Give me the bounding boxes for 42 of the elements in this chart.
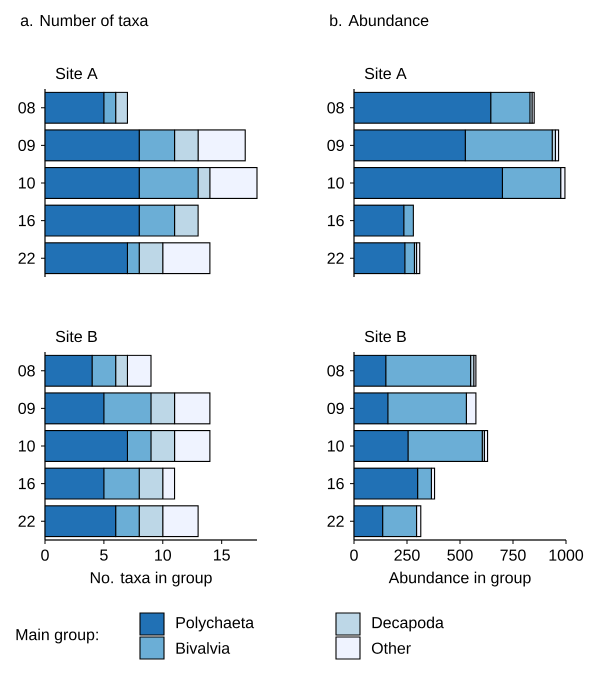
y-tick-label: 16 [328, 478, 344, 490]
chart-title: a. Number of taxa [20, 14, 148, 26]
x-tick-label: 5 [100, 550, 108, 561]
y-tick-label: 16 [328, 214, 344, 226]
legend-label: Decapoda [372, 616, 444, 632]
x-tick-label: 15 [214, 550, 230, 561]
y-tick-label: 10 [328, 177, 344, 189]
y-tick-label: 09 [327, 402, 344, 414]
y-tick-label: 09 [18, 140, 35, 152]
x-axis-title: No. taxa in group [90, 572, 212, 586]
x-tick-label: 0 [350, 550, 358, 561]
x-tick-label: 750 [500, 550, 526, 561]
y-tick-label: 10 [18, 440, 35, 452]
x-tick-label: 250 [394, 550, 420, 561]
y-tick-label: 16 [18, 214, 35, 226]
y-tick-label: 10 [328, 440, 344, 452]
y-tick-label: 08 [18, 365, 35, 376]
y-tick-label: 22 [18, 516, 35, 527]
chart-subtitle: Site A [364, 67, 407, 80]
x-tick-label: 500 [447, 550, 473, 561]
y-tick-label: 08 [327, 102, 344, 114]
chart-title: b. Abundance [330, 14, 428, 26]
legend-title: Main group: [16, 628, 98, 644]
legend-label: Bivalvia [176, 642, 230, 654]
legend-label: Polychaeta [176, 616, 254, 632]
y-tick-label: 16 [18, 478, 35, 490]
legend-label: Other [372, 642, 411, 654]
y-tick-label: 08 [327, 365, 344, 376]
y-tick-label: 09 [18, 402, 35, 414]
y-tick-label: 22 [328, 516, 344, 527]
x-tick-label: 10 [155, 550, 172, 561]
y-tick-label: 09 [327, 140, 344, 152]
x-tick-label: 0 [41, 550, 49, 561]
chart-title: Site B [364, 330, 406, 342]
chart-subtitle: Site A [56, 67, 98, 80]
y-tick-label: 10 [18, 177, 35, 189]
x-axis-title: Abundance in group [388, 572, 531, 586]
y-tick-label: 08 [18, 102, 35, 114]
y-tick-label: 22 [328, 252, 344, 264]
x-tick-label: 1000 [549, 550, 584, 561]
y-tick-label: 22 [18, 252, 35, 264]
chart-title: Site B [56, 330, 97, 342]
